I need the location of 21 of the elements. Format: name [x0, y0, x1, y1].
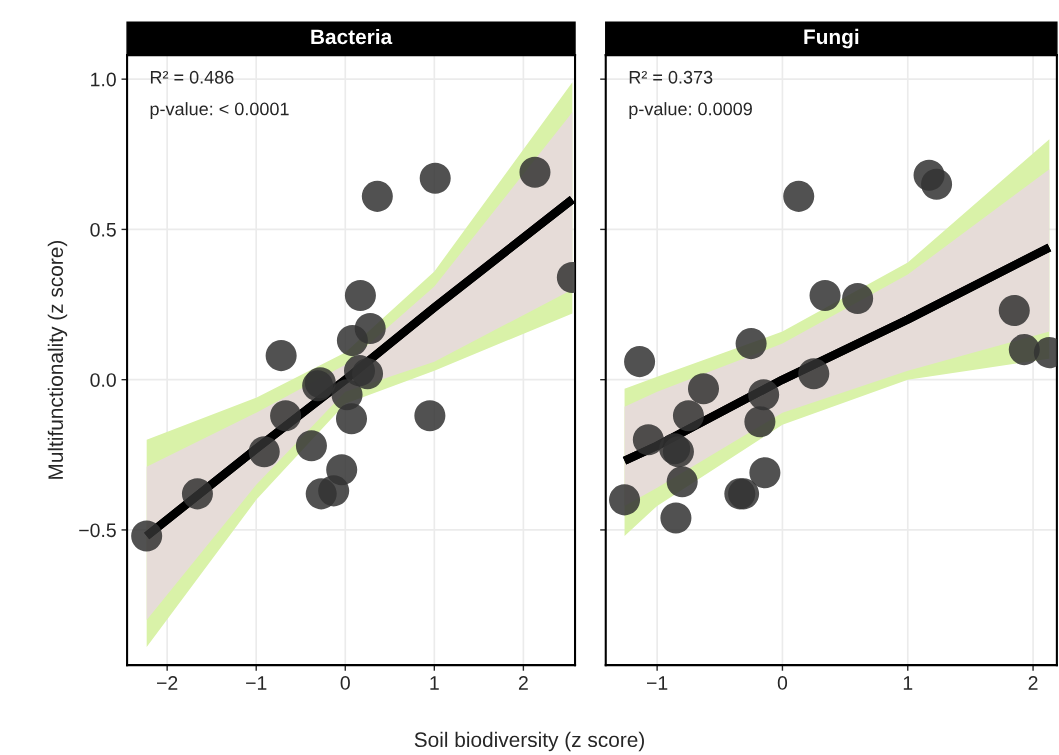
annotation: p-value: < 0.0001: [150, 102, 289, 119]
annotation: R² = 0.373: [629, 70, 713, 84]
chart-title: Fungi: [804, 28, 859, 49]
annotation: R² = 0.486: [150, 70, 234, 84]
x-tick-label: −2: [157, 676, 178, 690]
y-tick-label: −0.5: [79, 523, 116, 538]
chart-title: Bacteria: [311, 28, 393, 45]
x-tick-label: −1: [246, 676, 267, 690]
annotation: p-value: 0.0009: [629, 102, 752, 119]
x-tick-label: 0: [340, 676, 350, 690]
x-tick-label: −1: [647, 676, 668, 690]
y-axis-title: Multifunctionality (z score): [47, 241, 68, 479]
x-tick-label: 2: [518, 676, 528, 690]
x-tick-label: 1: [903, 676, 913, 690]
y-tick-label: 1.0: [91, 72, 116, 87]
x-tick-label: 2: [1028, 676, 1038, 690]
x-tick-label: 1: [430, 676, 439, 690]
x-axis-title: Soil biodiversity (z score): [414, 731, 644, 752]
y-tick-label: 0.5: [90, 222, 116, 237]
x-tick-label: 0: [777, 676, 788, 690]
y-tick-label: 0.0: [90, 373, 116, 387]
